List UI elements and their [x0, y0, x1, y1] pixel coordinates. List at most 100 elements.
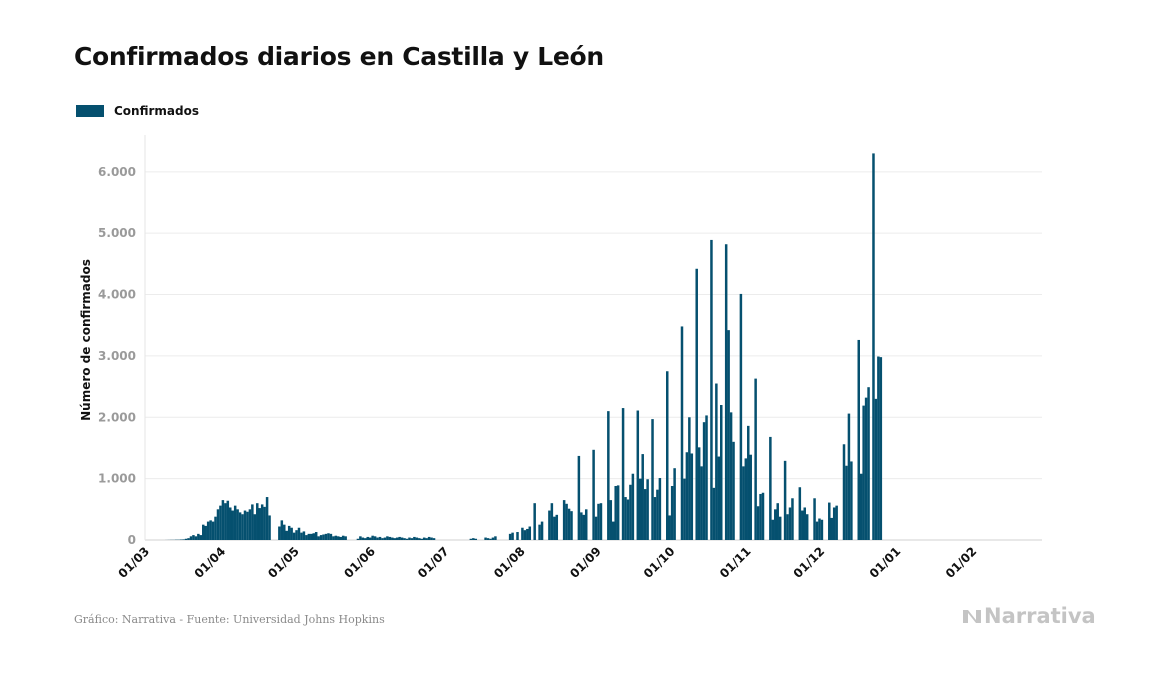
bar — [727, 330, 730, 540]
bar — [658, 478, 662, 540]
bar — [621, 408, 625, 540]
bar — [798, 487, 802, 540]
bar — [616, 485, 620, 540]
bar — [570, 511, 573, 540]
bar — [187, 538, 190, 540]
bar — [607, 411, 610, 540]
bar — [778, 516, 782, 540]
bar — [548, 510, 551, 540]
bar — [820, 519, 824, 540]
bar — [705, 415, 708, 540]
bar — [260, 504, 264, 540]
gridlines — [144, 135, 1042, 541]
y-tick-labels: 0 1.000 2.000 3.000 4.000 5.000 6.000 — [98, 165, 136, 547]
bar — [312, 533, 315, 540]
bar — [256, 503, 259, 540]
brand-name: Narrativa — [984, 604, 1096, 628]
bar — [567, 508, 571, 540]
bar — [373, 536, 377, 540]
bar — [356, 538, 360, 540]
bar — [371, 535, 374, 540]
y-tick-label: 1.000 — [98, 472, 136, 486]
bar — [422, 537, 426, 540]
bar — [398, 536, 401, 540]
bar — [582, 514, 586, 540]
bar — [405, 538, 409, 540]
bar — [297, 527, 301, 540]
bar — [813, 498, 816, 540]
bar — [197, 533, 200, 540]
bar — [209, 520, 212, 540]
bar — [219, 505, 222, 540]
bar — [732, 441, 735, 540]
x-tick-label: 01/02 — [943, 544, 980, 581]
bar — [801, 510, 804, 540]
bar — [329, 533, 333, 540]
bar — [769, 436, 772, 540]
bar — [307, 533, 311, 540]
bar — [224, 503, 227, 540]
bar — [300, 532, 303, 540]
bar — [400, 537, 404, 540]
bar — [206, 521, 210, 540]
bar — [258, 508, 261, 540]
bar — [241, 514, 244, 540]
bar — [756, 506, 760, 540]
bar — [285, 530, 288, 540]
bar — [189, 536, 193, 540]
y-tick-label: 0 — [128, 533, 136, 547]
bar — [867, 387, 870, 540]
y-tick-label: 4.000 — [98, 288, 136, 302]
bar — [233, 505, 237, 540]
bar — [877, 356, 880, 540]
bar — [511, 532, 514, 540]
source-note: Gráfico: Narrativa - Fuente: Universidad… — [74, 613, 385, 626]
bar — [641, 454, 644, 540]
bar — [322, 534, 325, 540]
bar — [850, 461, 853, 540]
y-tick-label: 3.000 — [98, 349, 136, 363]
bar — [378, 536, 382, 540]
bar — [327, 533, 330, 540]
bar — [651, 419, 654, 540]
bar — [739, 293, 743, 540]
bar — [724, 244, 728, 541]
bar — [427, 536, 431, 540]
bar — [280, 520, 284, 540]
bar — [562, 500, 566, 540]
bar — [695, 268, 698, 540]
bar — [842, 444, 846, 540]
x-tick-label: 01/03 — [116, 544, 153, 581]
bar — [832, 507, 836, 540]
bar — [211, 521, 215, 540]
bar — [555, 514, 559, 540]
bar — [202, 524, 205, 540]
bar — [533, 503, 536, 540]
bar — [700, 466, 703, 540]
bar — [599, 503, 603, 540]
bar — [697, 447, 701, 540]
x-tick-label: 01/12 — [791, 544, 828, 581]
bar — [246, 511, 249, 540]
bar — [673, 468, 676, 540]
bar — [717, 456, 721, 540]
bar — [612, 521, 615, 540]
bar — [774, 509, 777, 540]
bar — [265, 497, 269, 540]
bar — [653, 497, 657, 540]
bar — [828, 502, 831, 540]
bar — [666, 371, 669, 540]
bar — [182, 539, 185, 540]
bar — [334, 535, 338, 540]
bar — [624, 497, 627, 540]
bar — [494, 536, 497, 540]
bar — [715, 383, 718, 540]
bar — [668, 515, 671, 540]
bar — [872, 153, 875, 540]
bar — [216, 509, 220, 540]
bar — [815, 521, 819, 540]
bar — [366, 536, 369, 540]
bar — [643, 489, 647, 540]
bar — [268, 515, 271, 540]
